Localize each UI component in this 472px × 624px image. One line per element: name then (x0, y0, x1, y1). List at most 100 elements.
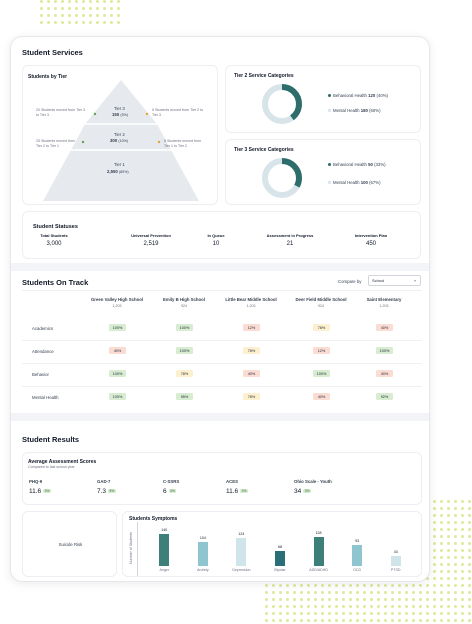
decorative-dot (307, 598, 310, 601)
decorative-dot (461, 542, 464, 545)
decorative-dot (412, 598, 415, 601)
decorative-dot (461, 528, 464, 531)
decorative-dot (314, 612, 317, 615)
table-row-label: Behavior (32, 372, 49, 377)
compare-by-value: School (372, 278, 385, 283)
section-separator (11, 413, 429, 421)
bar-value-label: 43 (393, 550, 398, 555)
assessment-value: 11.6 3% (226, 488, 248, 495)
decorative-dot (454, 542, 457, 545)
decorative-dot (426, 612, 429, 615)
decorative-dot (454, 507, 457, 510)
decorative-dot (426, 598, 429, 601)
decorative-dot (82, 14, 85, 17)
decorative-dot (419, 598, 422, 601)
on-track-cell: 40% (109, 347, 126, 354)
decorative-dot (349, 598, 352, 601)
decorative-dot (103, 0, 106, 3)
card-subtitle: Compared to last school year (28, 465, 75, 469)
tier1-count: 2,550 (85%) (107, 169, 129, 174)
decorative-dot (447, 584, 450, 587)
tier2-donut-chart (262, 84, 302, 124)
on-track-cell: 100% (176, 324, 193, 331)
decorative-dot (370, 612, 373, 615)
decorative-dot (335, 598, 338, 601)
decorative-dot (468, 598, 471, 601)
decorative-dot (384, 591, 387, 594)
compare-by-select[interactable]: School ▾ (368, 275, 421, 286)
decorative-dot (342, 605, 345, 608)
decorative-dot (447, 500, 450, 503)
decorative-dot (440, 542, 443, 545)
decorative-dot (265, 584, 268, 587)
decorative-dot (440, 619, 443, 622)
decorative-dot (103, 21, 106, 24)
decorative-dot (454, 584, 457, 587)
decorative-dot (447, 549, 450, 552)
school-header: Green Valley High School (90, 297, 144, 302)
decorative-dot (47, 14, 50, 17)
stat-in-queue-label: In Queue (207, 233, 225, 238)
decorative-dot (293, 591, 296, 594)
decorative-dot (96, 14, 99, 17)
bar-value-label: 128 (315, 530, 322, 535)
decorative-dot (286, 605, 289, 608)
decorative-dot (82, 7, 85, 10)
school-student-count: 924 (181, 304, 187, 308)
tier3-label: Tier 3 (114, 106, 125, 111)
decorative-dot (461, 584, 464, 587)
symptom-bar (275, 550, 285, 566)
assessment-value: 11.6 3% (29, 488, 51, 495)
decorative-dot (103, 14, 106, 17)
assessment-label: PHQ-9 (29, 479, 43, 484)
decorative-dot (279, 591, 282, 594)
symptom-bar (197, 542, 208, 566)
on-track-cell: 100% (109, 324, 126, 331)
symptom-bar (390, 556, 401, 566)
decorative-dot (117, 7, 120, 10)
tier2-legend-mental: Mental Health 180 (60%) (328, 108, 381, 113)
decorative-dot (440, 591, 443, 594)
decorative-dot (356, 598, 359, 601)
category-label: Bipolar (274, 568, 286, 572)
decorative-dot (468, 535, 471, 538)
decorative-dot (314, 605, 317, 608)
decorative-dot (405, 612, 408, 615)
y-axis-label: Number of Students (128, 532, 133, 564)
decorative-dot (454, 605, 457, 608)
decorative-dot (61, 0, 64, 3)
decorative-dot (433, 563, 436, 566)
decorative-dot (96, 21, 99, 24)
decorative-dot (328, 605, 331, 608)
decorative-dot (47, 7, 50, 10)
assessment-value: 34 3% (294, 488, 311, 495)
decorative-dot (342, 619, 345, 622)
decorative-dot (419, 591, 422, 594)
decorative-dot (419, 605, 422, 608)
decorative-dot (82, 0, 85, 3)
decorative-dot (454, 521, 457, 524)
decorative-dot (468, 528, 471, 531)
decorative-dot (328, 591, 331, 594)
decorative-dot (363, 584, 366, 587)
decorative-dot (110, 0, 113, 3)
decorative-dot (412, 612, 415, 615)
decorative-dot (54, 7, 57, 10)
decorative-dot (307, 591, 310, 594)
decorative-dot (454, 591, 457, 594)
decorative-dot (377, 584, 380, 587)
decorative-dot (440, 598, 443, 601)
decorative-dot (461, 598, 464, 601)
decorative-dot (447, 598, 450, 601)
decorative-dot (377, 605, 380, 608)
stat-universal-value: 2,519 (143, 241, 159, 247)
decorative-dot (391, 605, 394, 608)
decorative-dot (110, 14, 113, 17)
decorative-dot (454, 570, 457, 573)
decorative-dot (447, 577, 450, 580)
decorative-dot (68, 7, 71, 10)
decorative-dot (293, 584, 296, 587)
category-label: Depression (232, 568, 251, 572)
decorative-dot (272, 619, 275, 622)
on-track-cell: 100% (376, 347, 393, 354)
